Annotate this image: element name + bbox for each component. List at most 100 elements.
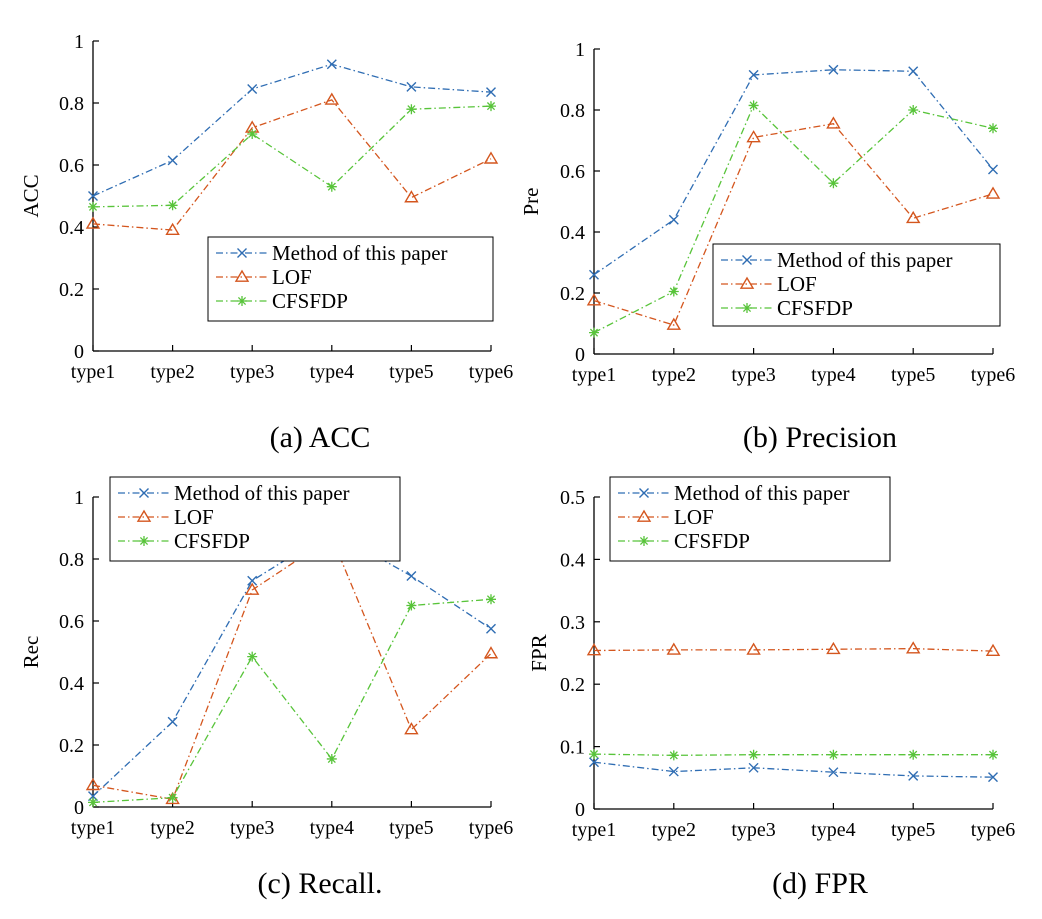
y-tick-label: 0.5 — [560, 487, 585, 509]
legend-triangle-icon — [234, 269, 250, 282]
series-2 — [85, 529, 499, 805]
data-point-asterisk-icon — [88, 201, 98, 212]
y-axis-title: FPR — [527, 634, 551, 671]
x-tick-label: type6 — [469, 361, 513, 383]
data-point-x-icon — [988, 772, 998, 783]
x-tick-label: type5 — [891, 364, 935, 386]
x-tick-label: type2 — [150, 361, 194, 383]
data-point-x-icon — [326, 59, 337, 70]
data-point-triangle-icon — [586, 643, 602, 656]
series-2 — [586, 116, 1001, 330]
chart-panel-2: 0 0.2 0.4 0.6 0.8 1 type1 type2 type3 type4 type5 t… — [519, 39, 1015, 454]
chart-caption: (b) Precision — [743, 421, 897, 454]
data-point-x-icon — [167, 155, 178, 166]
series-3 — [589, 749, 998, 761]
data-point-triangle-icon — [666, 642, 682, 655]
x-tick-label: type4 — [811, 819, 855, 841]
x-tick-label: type2 — [652, 819, 696, 841]
data-point-x-icon — [908, 770, 919, 781]
series-3 — [589, 100, 998, 338]
data-point-triangle-icon — [746, 642, 761, 655]
data-point-x-icon — [828, 767, 839, 778]
series-line — [92, 536, 492, 800]
y-axis-title: Rec — [19, 636, 43, 669]
data-point-x-icon — [668, 214, 679, 225]
chart-panel-1: 0 0.2 0.4 0.6 0.8 1 type1 type2 type3 type4 type5 t… — [19, 31, 513, 454]
y-tick-label: 0.8 — [560, 100, 585, 122]
legend-label: LOF — [272, 265, 312, 289]
data-point-triangle-icon — [244, 582, 260, 595]
data-point-asterisk-icon — [988, 749, 998, 760]
data-point-asterisk-icon — [167, 200, 178, 211]
y-tick-label: 0 — [74, 797, 84, 819]
x-tick-label: type3 — [230, 817, 274, 839]
data-point-asterisk-icon — [88, 797, 98, 808]
data-point-x-icon — [486, 87, 496, 98]
series-line — [593, 761, 994, 778]
data-point-x-icon — [748, 762, 759, 773]
series-line — [593, 104, 994, 334]
data-point-asterisk-icon — [589, 749, 599, 760]
x-tick-label: type1 — [71, 361, 115, 383]
data-point-asterisk-icon — [167, 792, 178, 803]
y-tick-label: 0.4 — [59, 673, 84, 695]
x-tick-label: type2 — [652, 364, 696, 386]
chart-caption: (a) ACC — [270, 421, 371, 454]
data-point-x-icon — [589, 757, 599, 768]
chart-panel-4: 0 0.1 0.2 0.3 0.4 0.5 type1 type2 type3 type4 type… — [527, 476, 1015, 900]
legend-box — [609, 476, 891, 562]
legend-label: CFSFDP — [272, 289, 348, 313]
series-1 — [589, 64, 998, 280]
y-tick-label: 0.4 — [560, 222, 585, 244]
data-point-x-icon — [88, 191, 98, 201]
data-point-asterisk-icon — [668, 286, 679, 297]
data-point-x-icon — [247, 84, 258, 95]
legend-asterisk-icon — [639, 536, 649, 546]
data-point-asterisk-icon — [326, 181, 337, 192]
series-1 — [589, 757, 998, 783]
legend-label: CFSFDP — [674, 529, 750, 553]
y-tick-label: 0.6 — [59, 155, 84, 177]
legend-x-icon — [742, 255, 752, 265]
y-axis-title: Pre — [519, 188, 543, 216]
data-point-asterisk-icon — [828, 178, 839, 189]
chart-panel-3: 0 0.2 0.4 0.6 0.8 1 type1 type2 type3 type4 type5 t… — [19, 476, 513, 900]
series-1 — [88, 59, 496, 201]
y-tick-label: 1 — [74, 487, 84, 509]
series-line — [92, 530, 492, 797]
data-point-asterisk-icon — [406, 600, 417, 611]
data-point-x-icon — [748, 69, 759, 80]
y-tick-label: 0 — [575, 344, 585, 366]
legend-label: CFSFDP — [777, 296, 853, 320]
x-tick-label: type3 — [731, 819, 775, 841]
y-tick-label: 0.2 — [59, 279, 84, 301]
chart-caption: (d) FPR — [772, 867, 868, 900]
data-point-asterisk-icon — [247, 129, 258, 139]
data-point-triangle-icon — [483, 151, 499, 164]
y-tick-label: 1 — [575, 39, 585, 61]
legend-label: Method of this paper — [674, 481, 850, 505]
x-tick-label: type1 — [71, 817, 115, 839]
data-point-asterisk-icon — [247, 651, 258, 662]
y-tick-label: 0.4 — [59, 217, 84, 239]
legend-x-icon — [237, 248, 247, 258]
y-tick-label: 0.2 — [59, 735, 84, 757]
y-axis-title: ACC — [19, 174, 43, 217]
legend-label: Method of this paper — [777, 248, 953, 272]
data-point-triangle-icon — [586, 293, 602, 306]
series-line — [92, 63, 492, 197]
data-point-asterisk-icon — [406, 104, 417, 115]
legend-label: LOF — [777, 272, 817, 296]
legend-box — [109, 476, 401, 562]
x-tick-label: type5 — [389, 361, 433, 383]
series-3 — [88, 101, 496, 212]
y-tick-label: 0.8 — [59, 93, 84, 115]
data-point-x-icon — [247, 575, 258, 586]
y-tick-label: 0 — [575, 799, 585, 821]
data-point-triangle-icon — [404, 722, 419, 735]
data-point-asterisk-icon — [988, 123, 998, 134]
legend-box — [207, 236, 494, 322]
